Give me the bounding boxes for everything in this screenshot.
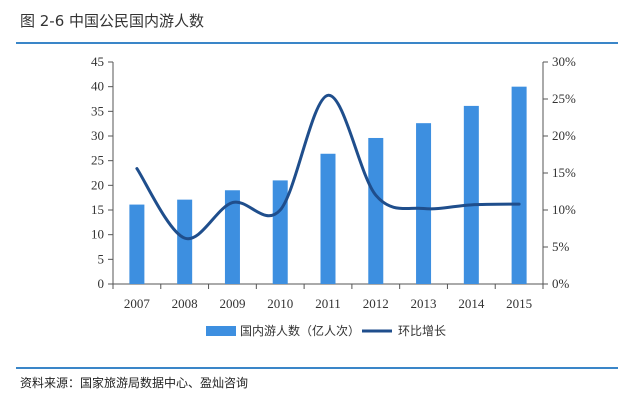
left-tick-label: 25: [91, 153, 104, 168]
bar-2015: [511, 86, 527, 285]
x-tick-label: 2008: [172, 296, 198, 311]
right-tick-label: 10%: [552, 202, 576, 217]
left-tick-label: 30: [91, 128, 104, 143]
x-tick-label: 2007: [124, 296, 151, 311]
x-tick-label: 2010: [267, 296, 293, 311]
bar-2012: [368, 137, 384, 284]
left-tick-label: 20: [91, 177, 104, 192]
source-note: 资料来源：国家旅游局数据中心、盈灿咨询: [20, 376, 249, 390]
source-rule: [16, 367, 618, 369]
right-tick-label: 0%: [552, 276, 570, 291]
bar-2013: [416, 123, 432, 284]
x-tick-label: 2012: [363, 296, 389, 311]
left-tick-label: 5: [98, 251, 105, 266]
legend-line-label: 环比增长: [398, 324, 446, 338]
left-tick-label: 35: [91, 103, 104, 118]
bar-2009: [224, 190, 240, 284]
figure-title: 图 2-6 中国公民国内游人数: [20, 12, 205, 30]
left-tick-label: 40: [91, 79, 104, 94]
right-tick-label: 15%: [552, 165, 576, 180]
x-tick-label: 2014: [458, 296, 485, 311]
title-rule: [16, 42, 618, 44]
x-tick-label: 2013: [411, 296, 437, 311]
x-tick-label: 2011: [315, 296, 341, 311]
left-tick-label: 15: [91, 202, 104, 217]
bar-2008: [177, 199, 193, 284]
bar-2007: [129, 204, 145, 284]
legend-bar-swatch: [206, 326, 236, 336]
x-tick-label: 2015: [506, 296, 532, 311]
left-tick-label: 10: [91, 227, 104, 242]
legend-bar-label: 国内游人数（亿人次）: [240, 323, 360, 338]
right-tick-label: 25%: [552, 91, 576, 106]
left-tick-label: 45: [91, 54, 104, 69]
line-series-growth: [135, 93, 521, 241]
right-tick-label: 5%: [552, 239, 570, 254]
bar-2010: [272, 180, 288, 284]
x-tick-label: 2009: [219, 296, 245, 311]
left-tick-label: 0: [98, 276, 105, 291]
right-tick-label: 30%: [552, 54, 576, 69]
right-tick-label: 20%: [552, 128, 576, 143]
bar-2011: [320, 153, 336, 284]
bar-2014: [463, 105, 479, 284]
